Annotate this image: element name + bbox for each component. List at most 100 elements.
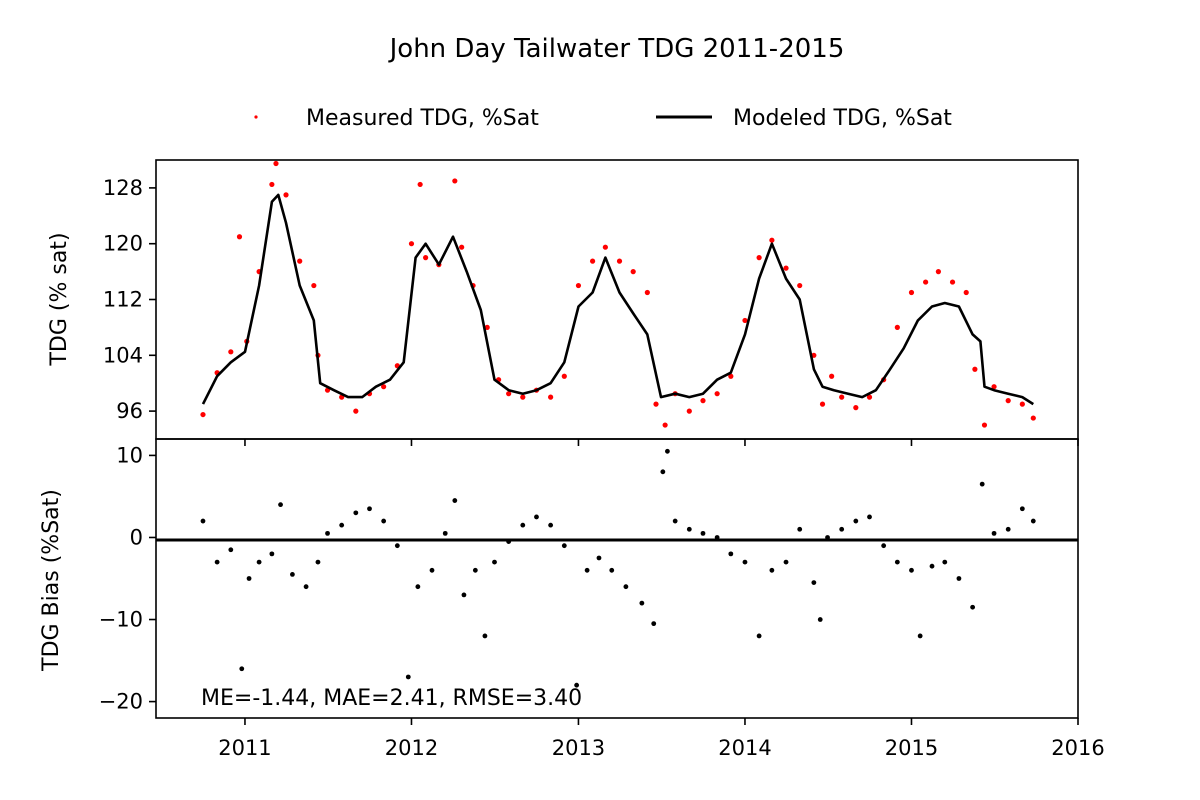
x-tick-label: 2014 [718, 736, 771, 760]
measured-point [297, 258, 303, 264]
measured-point [923, 279, 929, 285]
bias-point [228, 547, 234, 553]
bias-point [742, 559, 748, 565]
y-tick-label: 128 [103, 176, 143, 200]
measured-point [548, 394, 554, 400]
bias-point [651, 621, 657, 627]
measured-point [935, 269, 941, 275]
bias-point [548, 522, 554, 528]
bias-point [797, 526, 803, 532]
y-tick-label: 120 [103, 232, 143, 256]
measured-point [520, 394, 526, 400]
measured-point [819, 401, 826, 407]
bias-point [394, 543, 400, 549]
measured-point [506, 391, 512, 397]
stats-annotation: ME=-1.44, MAE=2.41, RMSE=3.40 [201, 686, 582, 711]
bias-point [429, 567, 435, 573]
bias-point [596, 555, 602, 561]
bias-point [353, 510, 359, 516]
bias-point [405, 674, 411, 680]
x-tick-label: 2011 [218, 736, 271, 760]
x-tick-label: 2013 [552, 736, 605, 760]
measured-point [200, 411, 206, 418]
bias-point [381, 518, 387, 524]
measured-point [616, 258, 623, 264]
y-tick-label: 10 [116, 443, 143, 467]
measured-point [1005, 398, 1011, 404]
bias-point [956, 576, 962, 581]
bias-point [214, 559, 220, 565]
x-tick-label: 2015 [885, 736, 938, 760]
legend-label-modeled: Modeled TDG, %Sat [733, 106, 952, 131]
bias-point [442, 530, 448, 536]
bias-point [278, 502, 283, 508]
measured-point [949, 279, 956, 285]
bias-point [881, 543, 887, 549]
measured-point [417, 181, 423, 188]
legend-marker-measured [254, 115, 258, 119]
bias-point [811, 580, 817, 586]
bias-point [246, 576, 252, 581]
measured-point [866, 394, 873, 400]
bias-point [929, 563, 935, 569]
bottom-panel-frame [155, 438, 1079, 719]
measured-point [653, 401, 659, 407]
measured-point [908, 289, 915, 296]
bias-point [917, 633, 923, 639]
legend-label-measured: Measured TDG, %Sat [306, 106, 539, 131]
measured-point [700, 398, 706, 404]
bias-point [867, 514, 872, 520]
bias-point [534, 514, 539, 520]
bottom-panel: 10 0 −10 −20 2011 2012 2013 2014 2015 2016 TDG B… [39, 438, 1105, 760]
y-tick-label: 96 [116, 399, 143, 423]
y-tick-label: 0 [130, 525, 143, 549]
bias-point [672, 518, 678, 524]
measured-point [589, 258, 596, 264]
bottom-panel-marks [200, 448, 1036, 688]
bias-point [325, 530, 330, 536]
bias-point [909, 567, 914, 573]
measured-point [853, 405, 859, 411]
bias-point [991, 530, 997, 536]
measured-point [452, 178, 458, 184]
top-y-axis-label: TDG (% sat) [47, 232, 72, 366]
measured-point [839, 394, 845, 400]
measured-point [353, 408, 359, 414]
measured-point [981, 422, 988, 428]
bias-point [853, 518, 859, 524]
x-tick-label: 2012 [385, 736, 438, 760]
measured-point [756, 255, 762, 261]
measured-point [662, 422, 668, 428]
measured-point [423, 255, 429, 261]
chart-title: John Day Tailwater TDG 2011-2015 [388, 34, 845, 64]
measured-point [236, 234, 243, 240]
bias-point [979, 481, 985, 487]
measured-point [728, 373, 734, 379]
bias-point [1005, 526, 1011, 532]
bias-point [970, 604, 976, 610]
bias-point [942, 559, 948, 565]
x-tick-label: 2016 [1051, 736, 1104, 760]
bias-point [665, 448, 670, 454]
measured-point [972, 366, 978, 372]
measured-point [1030, 415, 1036, 421]
legend: Measured TDG, %Sat Modeled TDG, %Sat [254, 106, 952, 131]
bias-point [461, 592, 467, 598]
measured-point [1019, 401, 1025, 407]
bias-point [728, 551, 734, 557]
measured-point [381, 384, 387, 390]
measured-point [742, 317, 748, 324]
bias-point [239, 666, 245, 672]
bias-point [686, 526, 692, 532]
bias-point [700, 530, 706, 536]
bias-point [1019, 506, 1025, 512]
bias-point [561, 543, 567, 549]
bias-point [584, 567, 590, 573]
top-panel-marks [200, 160, 1036, 428]
bias-point [472, 567, 478, 573]
measured-point [228, 349, 234, 355]
bias-point [256, 559, 262, 565]
bias-point [660, 469, 666, 475]
measured-point [561, 373, 567, 379]
